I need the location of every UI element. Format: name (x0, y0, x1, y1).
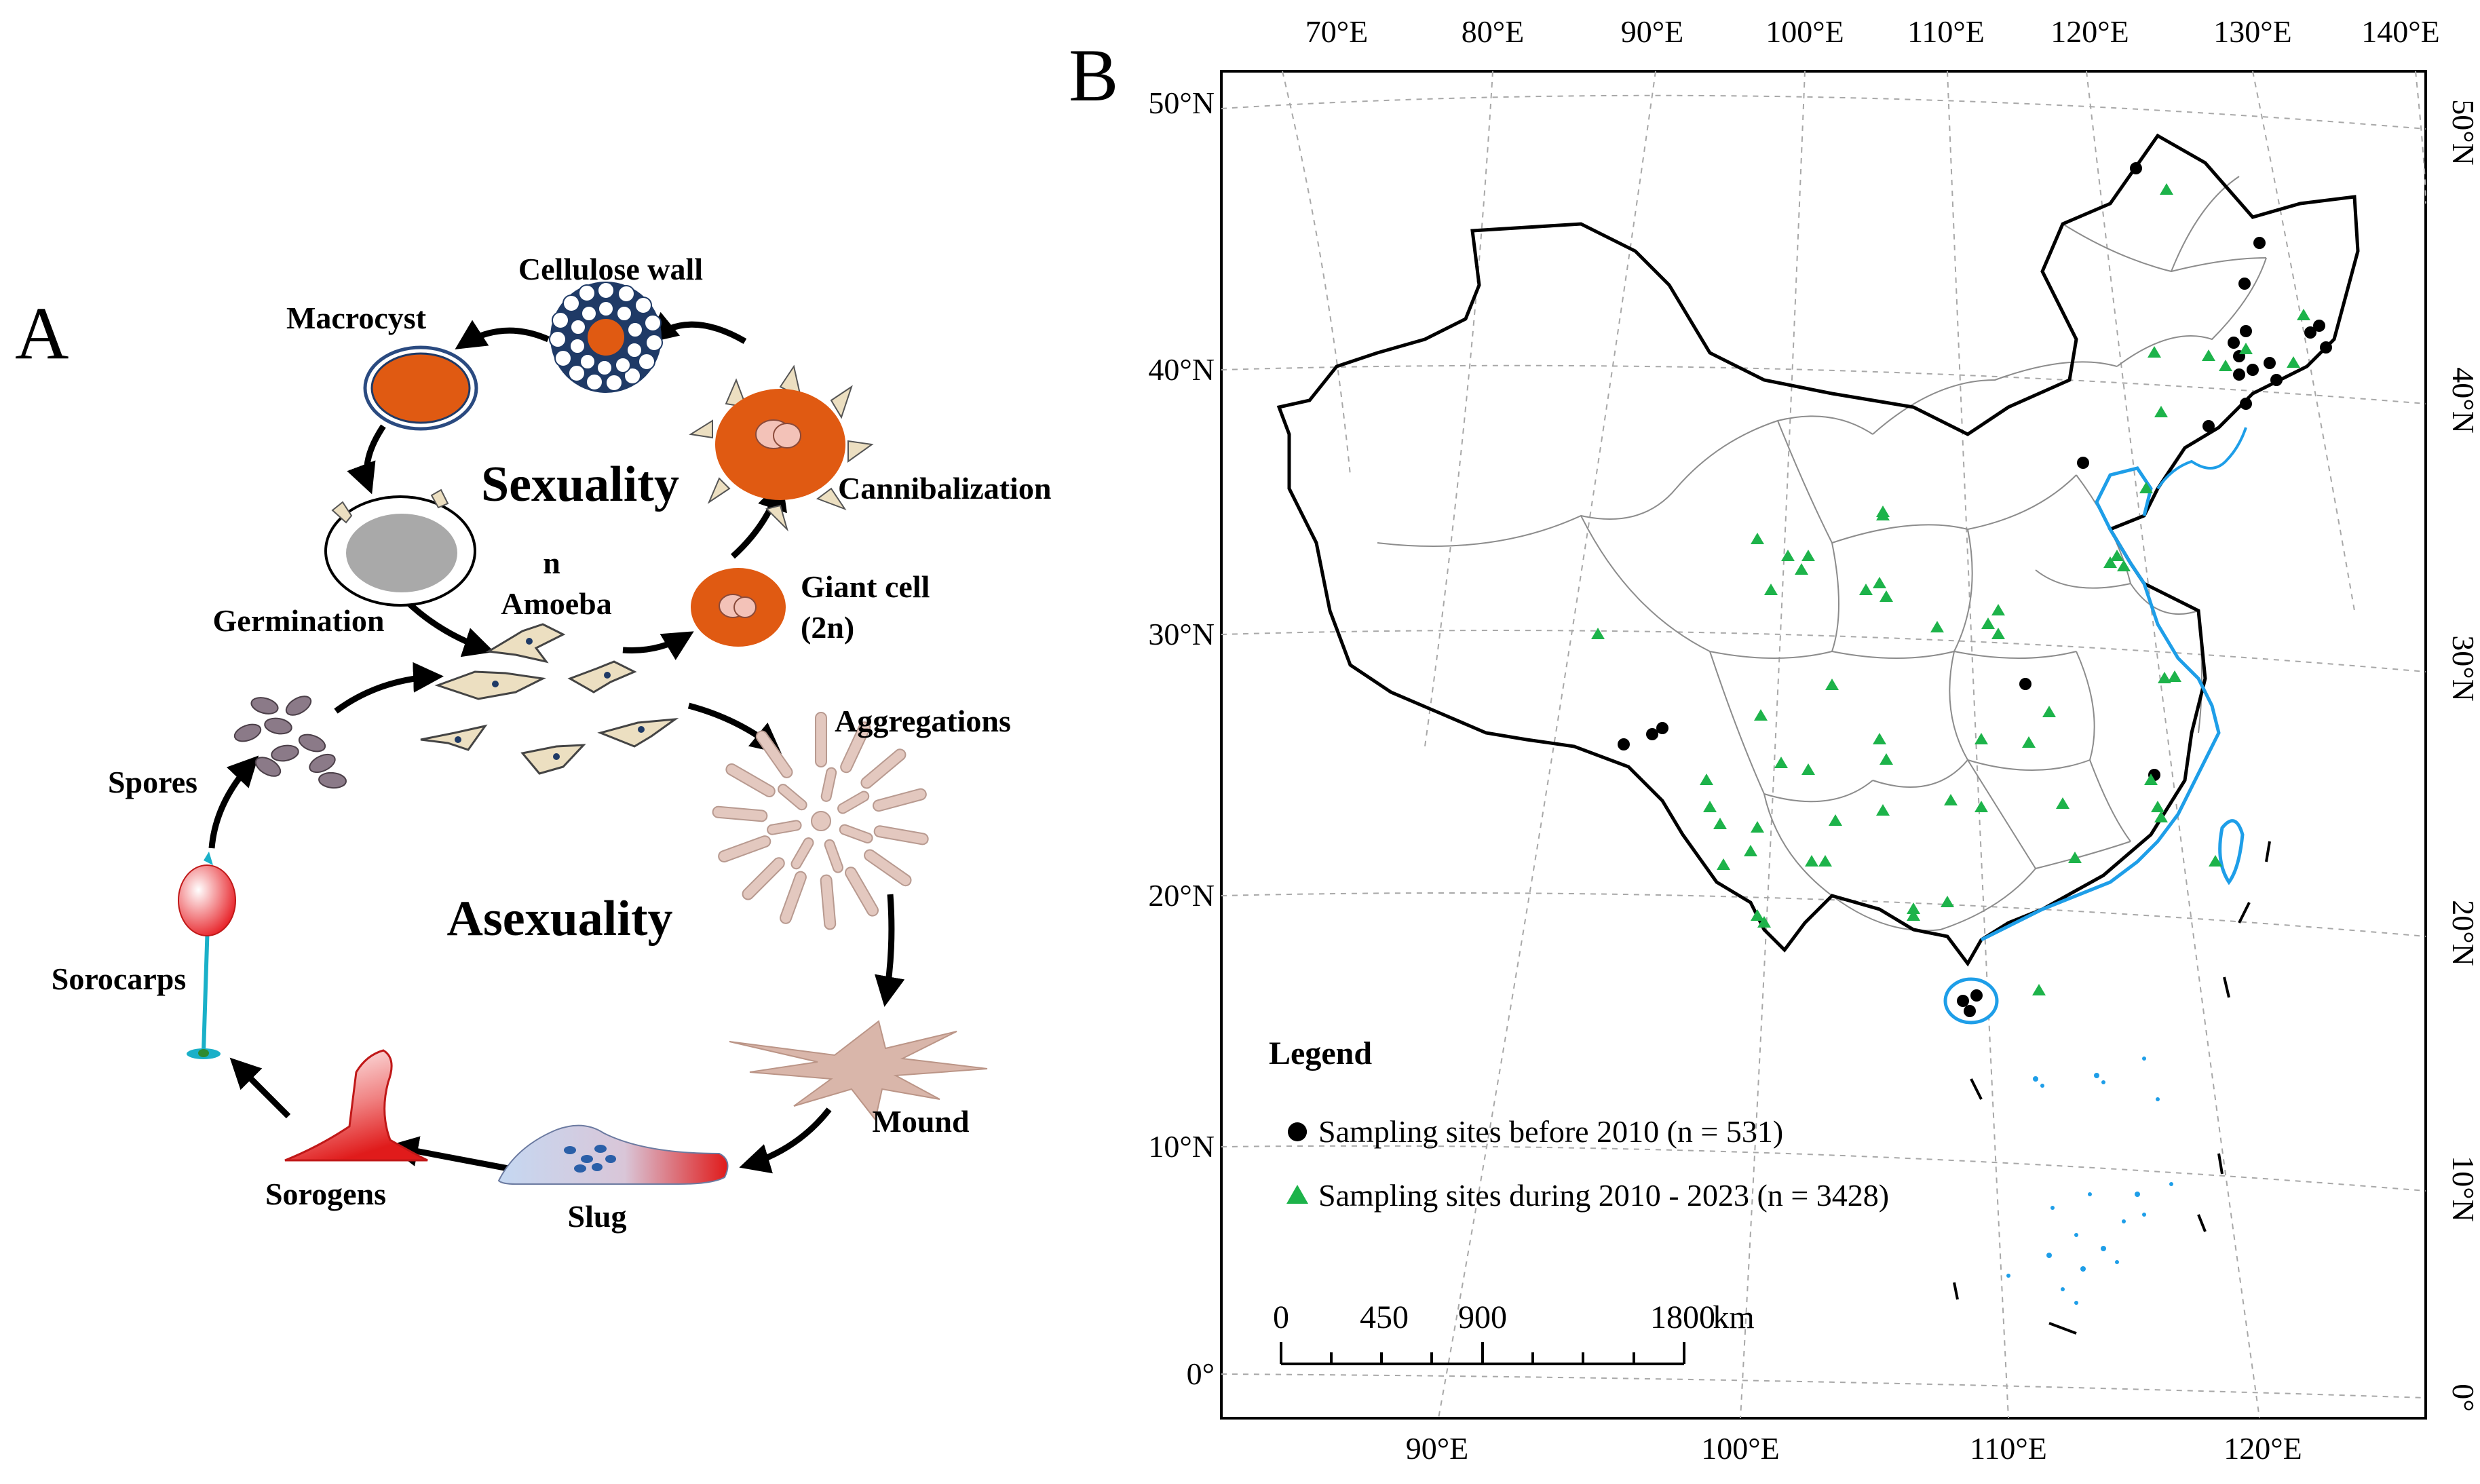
label-germination: Germination (213, 603, 385, 638)
right-latitude-labels: 50°N 40°N 30°N 20°N 10°N 0° (2446, 99, 2480, 1412)
arrow-sorocarps-to-spores (208, 755, 259, 849)
label-amoeba-ploidy: n (543, 546, 560, 580)
label-lat-left-50: 50°N (1148, 85, 1215, 120)
label-lon-top-120: 120°E (2050, 14, 2129, 49)
arrow-germination-to-amoeba (403, 598, 495, 658)
label-lat-left-0: 0° (1187, 1356, 1215, 1391)
bottom-longitude-labels: 90°E 100°E 110°E 120°E (1406, 1431, 2302, 1466)
top-longitude-labels: 70°E 80°E 90°E 100°E 110°E 120°E 130°E 1… (1305, 14, 2440, 49)
label-lat-right-40: 40°N (2446, 367, 2480, 434)
panel-a-letter: A (15, 292, 69, 375)
label-lat-right-0: 0° (2446, 1384, 2480, 1411)
china-outline (1276, 133, 2360, 1335)
label-macrocyst: Macrocyst (286, 301, 427, 335)
label-amoeba: Amoeba (501, 586, 612, 621)
scale-bar: 0 450 900 1800 km (1273, 1299, 1755, 1365)
panel-b: B 70°E 80°E 90°E 100°E 110°E (1069, 14, 2480, 1466)
label-lon-bottom-90: 90°E (1406, 1431, 1469, 1466)
legend: Legend Sampling sites before 2010 (n = 5… (1269, 1035, 1889, 1213)
label-mound: Mound (872, 1104, 970, 1139)
label-slug: Slug (568, 1199, 627, 1234)
label-lon-bottom-100: 100°E (1701, 1431, 1780, 1466)
panel-a: A (15, 252, 1051, 1234)
label-lon-top-110: 110°E (1907, 14, 1985, 49)
amoeba-illustration (420, 623, 679, 775)
label-sexuality: Sexuality (481, 457, 679, 512)
label-giant-cell-ploidy: (2n) (801, 610, 854, 645)
label-lon-top-100: 100°E (1766, 14, 1844, 49)
spores-illustration (233, 696, 347, 789)
label-lon-top-90: 90°E (1621, 14, 1684, 49)
label-lon-bottom-120: 120°E (2224, 1431, 2302, 1466)
arrow-sorogens-to-sorocarps (229, 1057, 291, 1119)
scale-label-1800: 1800 (1650, 1299, 1715, 1335)
sorogens-illustration (284, 1049, 428, 1162)
map-frame (1220, 70, 2427, 1420)
arrow-aggregations-to-mound (874, 894, 905, 1007)
label-aggregations: Aggregations (835, 704, 1011, 738)
scale-unit: km (1713, 1299, 1754, 1335)
aggregations-illustration (712, 712, 929, 930)
cannibalization-illustration (689, 364, 874, 532)
cellulose-wall-illustration (549, 282, 663, 393)
germination-illustration (324, 489, 476, 607)
slug-illustration (497, 1124, 729, 1185)
label-asexuality: Asexuality (447, 891, 673, 947)
label-lon-top-70: 70°E (1305, 14, 1369, 49)
sites-2010-2023 (1591, 183, 2310, 995)
scale-label-0: 0 (1273, 1299, 1289, 1335)
scale-label-900: 900 (1458, 1299, 1507, 1335)
cycle-arrows (208, 311, 905, 1174)
label-lat-left-40: 40°N (1148, 352, 1215, 387)
label-lat-right-10: 10°N (2446, 1156, 2480, 1222)
legend-item-2010-2023: Sampling sites during 2010 - 2023 (n = 3… (1318, 1178, 1889, 1213)
label-lat-left-10: 10°N (1148, 1129, 1215, 1164)
label-cannibalization: Cannibalization (838, 471, 1051, 506)
scale-label-450: 450 (1360, 1299, 1409, 1335)
label-lon-bottom-110: 110°E (1970, 1431, 2047, 1466)
label-sorocarps: Sorocarps (52, 962, 187, 996)
arrow-cannibalization-to-cellulose (647, 311, 747, 344)
label-lat-right-50: 50°N (2446, 99, 2480, 166)
label-lat-left-30: 30°N (1148, 617, 1215, 651)
label-lon-top-130: 130°E (2213, 14, 2292, 49)
arrow-macrocyst-to-germination (347, 424, 386, 495)
sorocarps-illustration (178, 852, 236, 1059)
label-cellulose-wall: Cellulose wall (518, 252, 703, 286)
circle-icon (1288, 1122, 1307, 1141)
arrow-spores-to-amoeba (334, 662, 444, 714)
label-lat-right-20: 20°N (2446, 900, 2480, 966)
label-giant-cell: Giant cell (801, 569, 930, 604)
arrow-amoeba-to-giant-cell (622, 631, 694, 660)
label-lat-right-30: 30°N (2446, 635, 2480, 702)
triangle-icon (1286, 1185, 1308, 1204)
arrow-cellulose-to-macrocyst (455, 320, 550, 349)
legend-item-before-2010: Sampling sites before 2010 (n = 531) (1318, 1114, 1783, 1149)
panel-b-letter: B (1069, 34, 1118, 117)
label-lon-top-80: 80°E (1462, 14, 1525, 49)
graticule (1221, 71, 2426, 1419)
label-sorogens: Sorogens (265, 1177, 386, 1211)
mound-illustration (729, 1020, 988, 1122)
giant-cell-illustration (691, 568, 786, 647)
macrocyst-illustration (363, 345, 478, 431)
left-latitude-labels: 50°N 40°N 30°N 20°N 10°N 0° (1148, 85, 1215, 1391)
label-lat-left-20: 20°N (1148, 878, 1215, 913)
legend-title: Legend (1269, 1035, 1372, 1071)
label-lon-top-140: 140°E (2361, 14, 2440, 49)
label-spores: Spores (108, 765, 197, 799)
arrow-mound-to-slug (739, 1107, 832, 1174)
